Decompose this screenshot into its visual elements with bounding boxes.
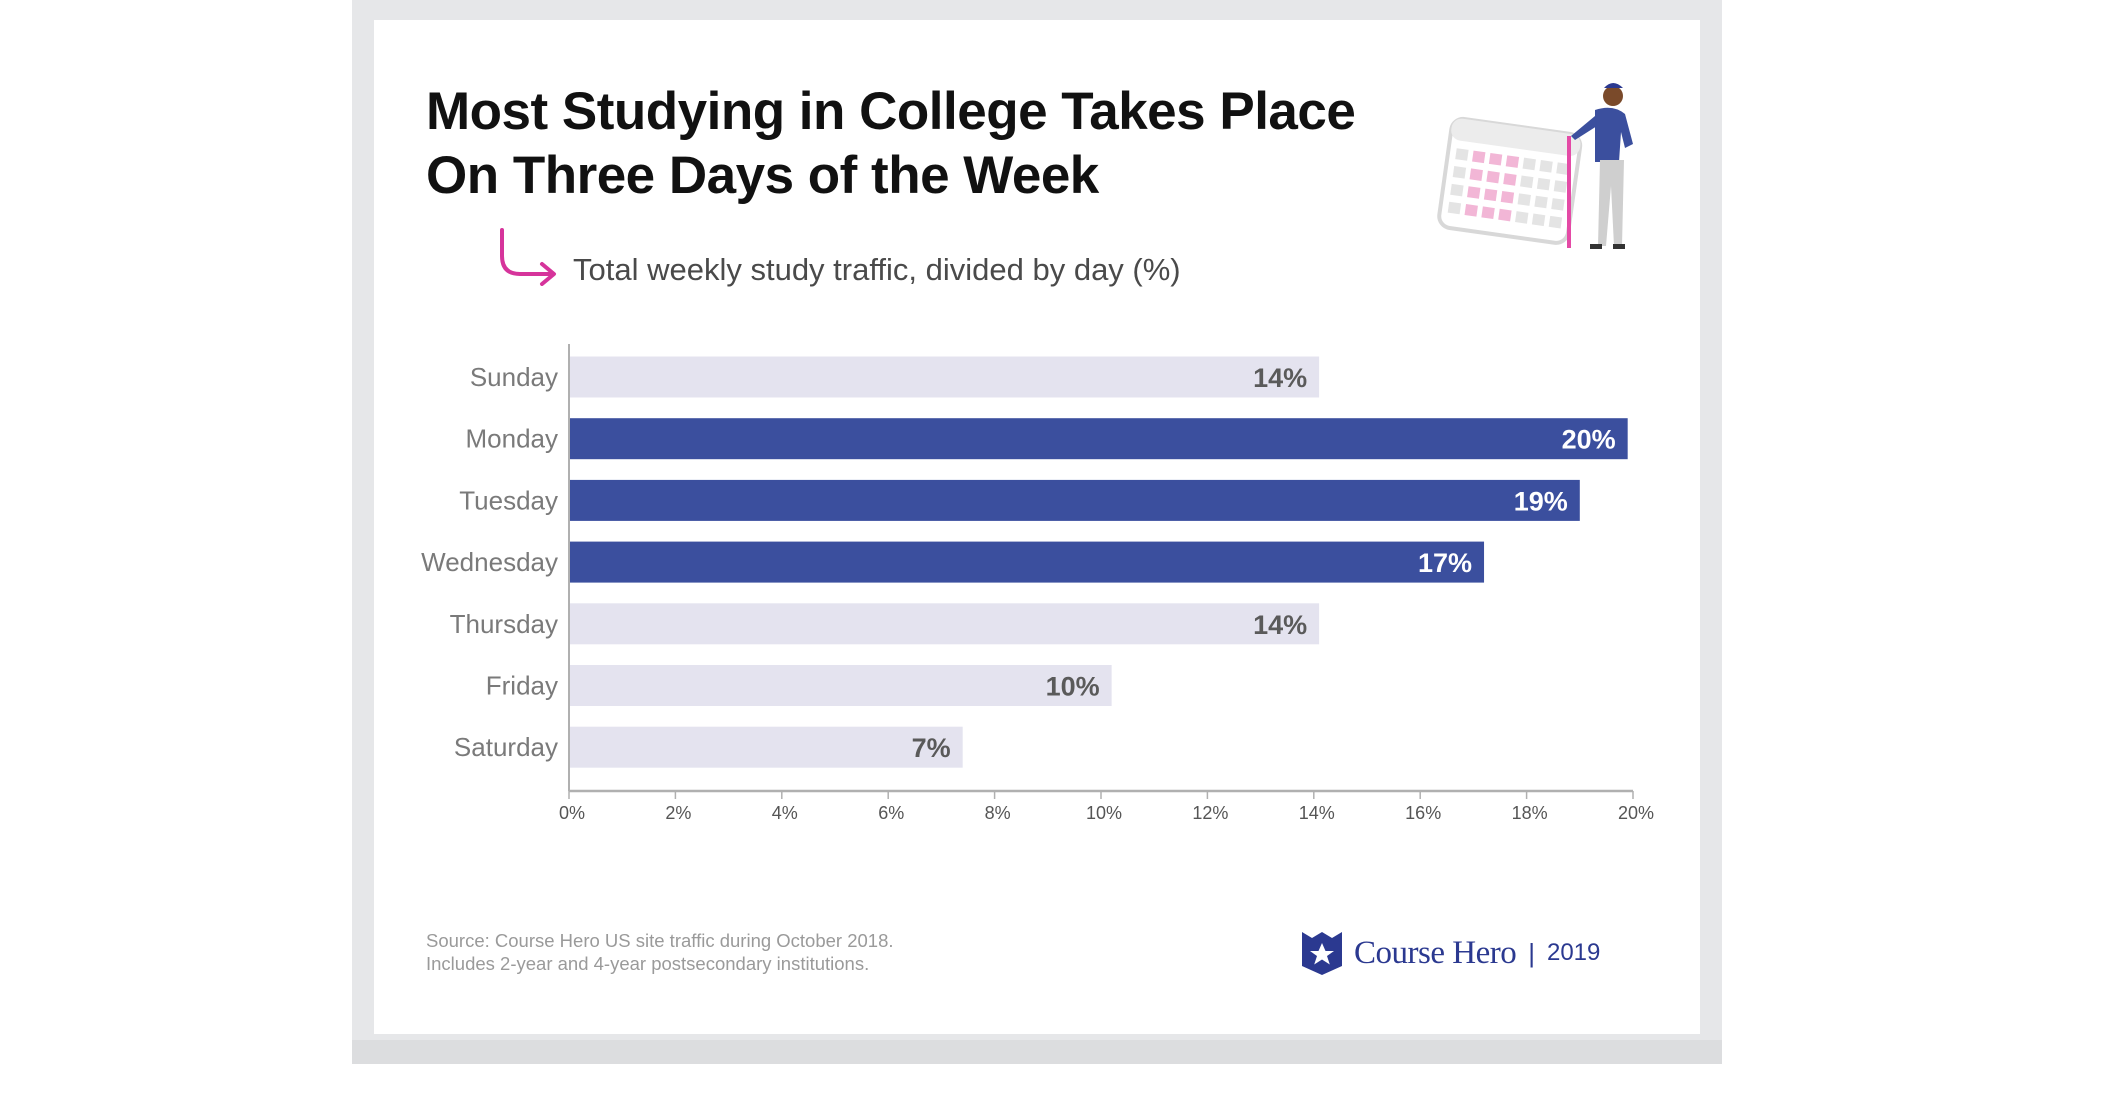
x-tick-label: 20%	[1618, 803, 1654, 823]
x-tick-label: 10%	[1086, 803, 1122, 823]
data-label: 14%	[1253, 610, 1307, 640]
x-tick-label: 0%	[559, 803, 585, 823]
bar-saturday	[569, 726, 963, 768]
bar-friday	[569, 665, 1112, 706]
x-tick-label: 4%	[772, 803, 798, 823]
logo-year: 2019	[1546, 939, 1601, 966]
data-label: 19%	[1514, 486, 1568, 516]
x-tick-label: 16%	[1405, 803, 1441, 823]
bar-thursday	[569, 603, 1320, 645]
title-line-2: On Three Days of the Week	[426, 146, 1099, 205]
data-label: 14%	[1253, 363, 1307, 393]
x-tick-label: 6%	[878, 803, 904, 823]
bar-chart: Sunday 14% Monday 20% Tuesday 19% Wednesday 17%…	[421, 344, 1654, 823]
x-tick-label: 18%	[1512, 803, 1548, 823]
category-label: Friday	[486, 671, 558, 701]
student-calendar-illustration	[1437, 83, 1633, 249]
curved-arrow-icon	[500, 228, 556, 286]
chart-subtitle: Total weekly study traffic, divided by d…	[573, 252, 1181, 287]
course-hero-logo: Course Hero | 2019	[1300, 930, 1600, 976]
x-tick-label: 12%	[1192, 803, 1228, 823]
data-label: 20%	[1562, 425, 1616, 455]
calendar-icon	[1437, 116, 1583, 245]
student-figure-icon	[1571, 83, 1633, 249]
category-label: Sunday	[470, 362, 558, 392]
brand-name: Course Hero	[1354, 934, 1517, 971]
category-label: Thursday	[450, 609, 558, 639]
data-label: 10%	[1046, 672, 1100, 702]
x-tick-label: 8%	[985, 803, 1011, 823]
shield-star-icon	[1302, 932, 1342, 975]
bar-sunday	[569, 356, 1320, 398]
category-label: Saturday	[454, 732, 558, 762]
title-line-1: Most Studying in College Takes Place	[426, 82, 1356, 141]
category-label: Tuesday	[459, 485, 558, 515]
data-label: 7%	[912, 733, 951, 763]
category-label: Monday	[466, 424, 559, 454]
source-line-1: Source: Course Hero US site traffic duri…	[426, 930, 894, 951]
category-label: Wednesday	[421, 547, 558, 577]
source-note: Source: Course Hero US site traffic duri…	[426, 929, 894, 975]
source-line-2: Includes 2-year and 4-year postsecondary…	[426, 953, 870, 974]
logo-separator: |	[1528, 937, 1535, 968]
page-title: Most Studying in College Takes Place On …	[426, 80, 1356, 208]
x-tick-label: 2%	[665, 803, 691, 823]
data-label: 17%	[1418, 548, 1472, 578]
x-tick-label: 14%	[1299, 803, 1335, 823]
bar-monday	[569, 418, 1628, 460]
frame-bottom-edge	[352, 1040, 1722, 1064]
bar-wednesday	[569, 541, 1485, 583]
bar-tuesday	[569, 479, 1580, 521]
